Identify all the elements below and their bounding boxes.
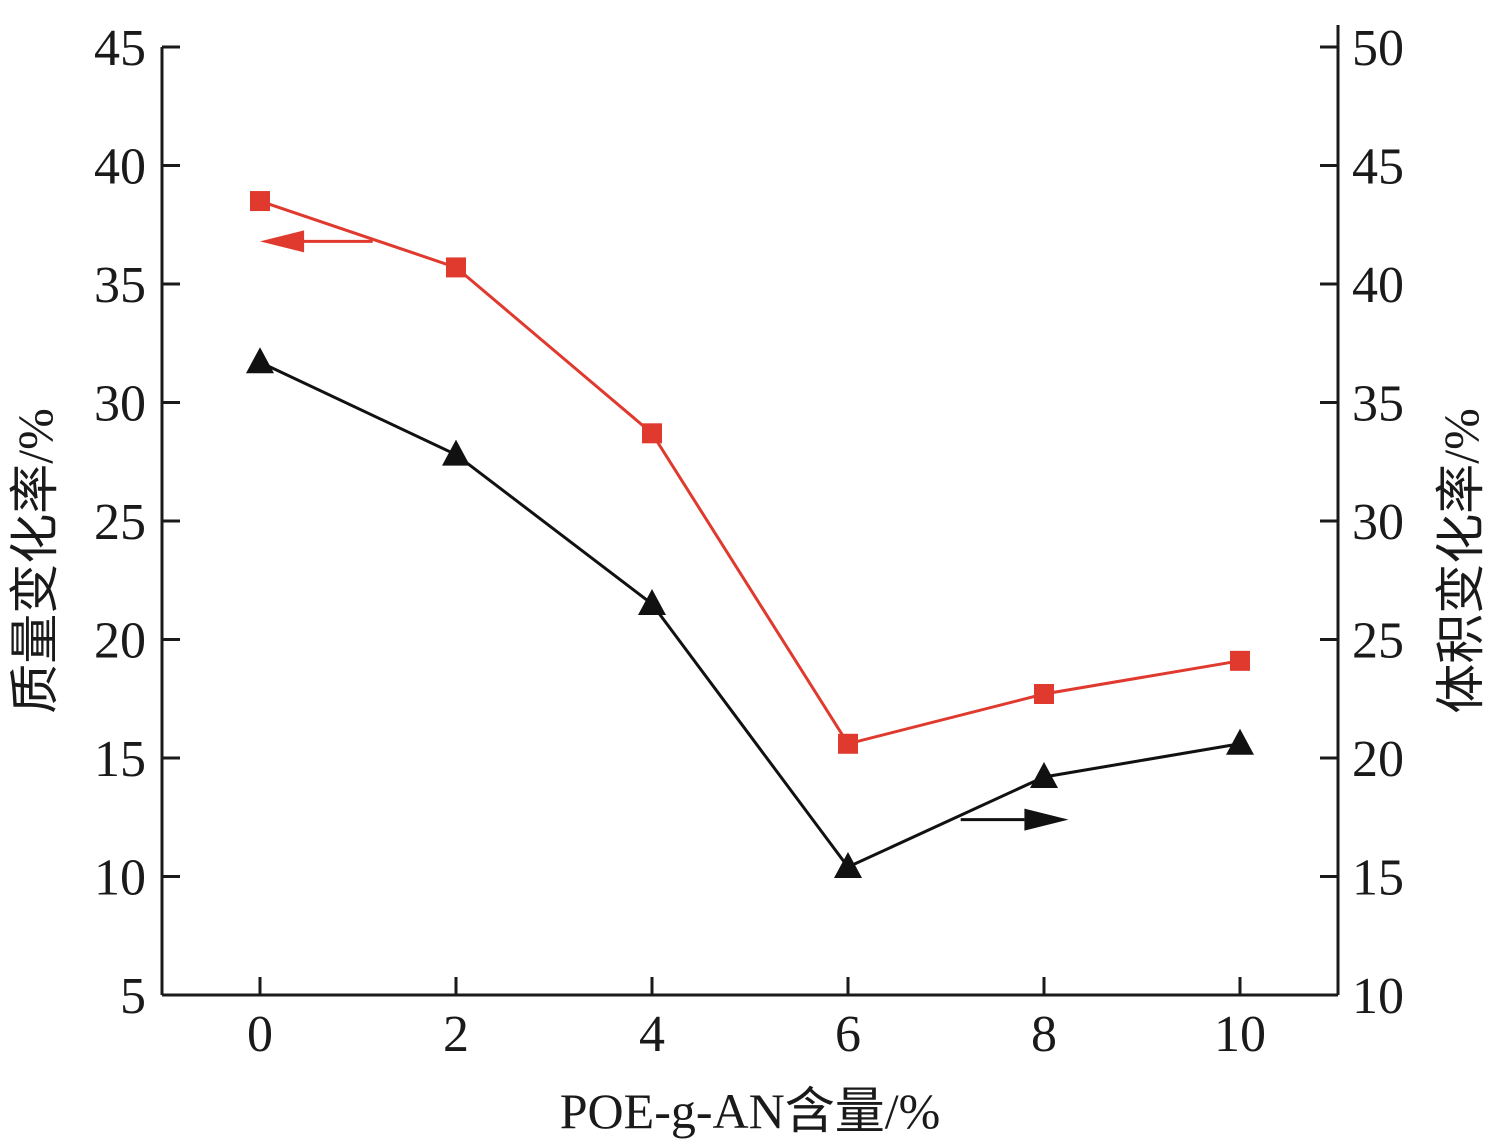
y-left-tick-label: 5 bbox=[120, 968, 146, 1025]
y-left-tick-label: 20 bbox=[94, 613, 146, 670]
x-tick-label: 8 bbox=[1031, 1006, 1057, 1063]
y-right-tick-label: 25 bbox=[1352, 613, 1404, 670]
series-2-point bbox=[834, 852, 862, 879]
x-tick-label: 2 bbox=[443, 1006, 469, 1063]
y-right-tick-label: 15 bbox=[1352, 850, 1404, 907]
y-left-tick-label: 35 bbox=[94, 257, 146, 314]
series-layer bbox=[246, 191, 1254, 879]
y-right-tick-label: 10 bbox=[1352, 968, 1404, 1025]
y-right-tick-label: 45 bbox=[1352, 139, 1404, 196]
y-left-tick-label: 45 bbox=[94, 20, 146, 77]
plot-frame bbox=[160, 25, 1340, 997]
y-axis-left-title: 质量变化率/% bbox=[7, 408, 63, 714]
right-axis-arrow-head bbox=[1024, 808, 1069, 831]
x-tick-label: 10 bbox=[1214, 1006, 1266, 1063]
series-2-point bbox=[1226, 728, 1254, 755]
y-right-tick-label: 40 bbox=[1352, 257, 1404, 314]
y-left-tick-label: 15 bbox=[94, 731, 146, 788]
y-axis-right-title: 体积变化率/% bbox=[1433, 408, 1489, 714]
x-tick-label: 4 bbox=[639, 1006, 665, 1063]
series-1-point bbox=[1230, 650, 1250, 671]
x-axis-title: POE-g-AN含量/% bbox=[560, 1083, 941, 1139]
series-2-point bbox=[1030, 761, 1058, 788]
y-right-tick-label: 20 bbox=[1352, 731, 1404, 788]
series-2-point bbox=[638, 588, 666, 615]
y-left-tick-label: 30 bbox=[94, 376, 146, 433]
axis-indicator-arrows bbox=[260, 230, 1069, 831]
y-left-tick-label: 10 bbox=[94, 850, 146, 907]
series-2-point bbox=[442, 439, 470, 466]
left-axis-arrow-head bbox=[260, 230, 305, 253]
y-right-tick-label: 30 bbox=[1352, 494, 1404, 551]
x-tick-label: 0 bbox=[247, 1006, 273, 1063]
series-1-point bbox=[250, 191, 270, 212]
y-right-tick-label: 50 bbox=[1352, 20, 1404, 77]
tick-labels: 0 2 4 6 8 10 5 10 15 20 25 30 35 40 45 10 15 20 25 30 35 40 45… bbox=[94, 20, 1404, 1063]
series-1-point bbox=[1034, 684, 1054, 705]
y-right-tick-label: 35 bbox=[1352, 376, 1404, 433]
y-left-tick-label: 25 bbox=[94, 494, 146, 551]
series-1-point bbox=[446, 257, 466, 278]
series-2-line bbox=[259, 360, 1241, 869]
y-left-tick-label: 40 bbox=[94, 139, 146, 196]
x-tick-label: 6 bbox=[835, 1006, 861, 1063]
axis-ticks bbox=[162, 45, 1338, 997]
series-1-point bbox=[838, 733, 858, 754]
series-1-line bbox=[259, 199, 1241, 746]
series-1-point bbox=[642, 423, 662, 444]
series-2-point bbox=[246, 347, 274, 374]
